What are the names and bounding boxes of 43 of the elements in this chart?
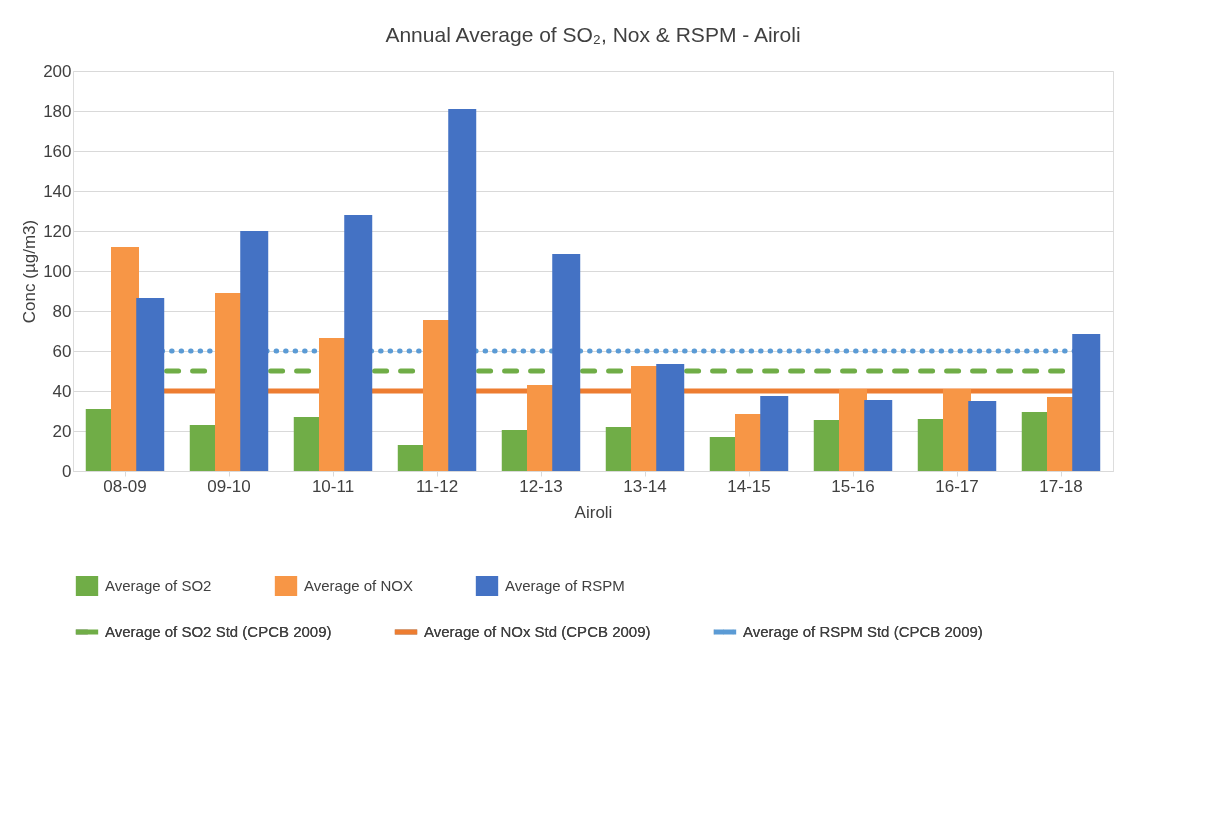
y-tick-label: 20 bbox=[52, 421, 72, 441]
x-tick-label: 12-13 bbox=[519, 476, 563, 496]
bar bbox=[344, 215, 373, 471]
y-tick-label: 200 bbox=[43, 61, 72, 81]
y-tick-label: 180 bbox=[43, 101, 72, 121]
bar bbox=[111, 247, 139, 471]
x-tick-label: 16-17 bbox=[935, 476, 979, 496]
bar bbox=[760, 396, 789, 471]
y-tick-label: 140 bbox=[43, 181, 72, 201]
bar bbox=[864, 400, 893, 471]
bar bbox=[839, 389, 867, 471]
bar bbox=[448, 109, 477, 471]
x-tick-label: 13-14 bbox=[623, 476, 667, 496]
legend-label: Average of SO2 Std (CPCB 2009) bbox=[105, 623, 332, 640]
y-axis-title: Conc (µg/m3) bbox=[20, 219, 40, 324]
legend-label: Average of SO2 bbox=[105, 577, 212, 594]
x-tick-label: 17-18 bbox=[1039, 476, 1083, 496]
legend-label: Average of NOx Std (CPCB 2009) bbox=[424, 623, 651, 640]
bar bbox=[943, 389, 971, 471]
bar bbox=[656, 364, 685, 471]
y-tick-label: 40 bbox=[52, 381, 72, 401]
x-tick-label: 14-15 bbox=[727, 476, 771, 496]
x-tick-label: 09-10 bbox=[207, 476, 251, 496]
chart-title: Annual Average of SO₂, Nox & RSPM - Airoli bbox=[385, 23, 801, 46]
x-axis-title: Airoli bbox=[574, 502, 613, 522]
x-tick-label: 11-12 bbox=[415, 476, 459, 496]
y-tick-label: 80 bbox=[52, 301, 72, 321]
y-tick-label: 100 bbox=[43, 261, 72, 281]
legend-label: Average of RSPM Std (CPCB 2009) bbox=[743, 623, 983, 640]
y-tick-label: 120 bbox=[43, 221, 72, 241]
bar bbox=[240, 231, 269, 471]
bar bbox=[1072, 334, 1101, 471]
legend-label: Average of NOX bbox=[304, 577, 413, 594]
x-tick-label: 08-09 bbox=[103, 476, 147, 496]
bar bbox=[552, 254, 581, 471]
x-tick-label: 15-16 bbox=[831, 476, 875, 496]
legend-label: Average of RSPM bbox=[505, 577, 625, 594]
bar bbox=[136, 298, 165, 471]
x-tick-label: 10-11 bbox=[311, 476, 355, 496]
y-tick-label: 0 bbox=[62, 461, 72, 481]
y-tick-label: 160 bbox=[43, 141, 72, 161]
y-tick-label: 60 bbox=[52, 341, 72, 361]
bar bbox=[968, 401, 997, 471]
